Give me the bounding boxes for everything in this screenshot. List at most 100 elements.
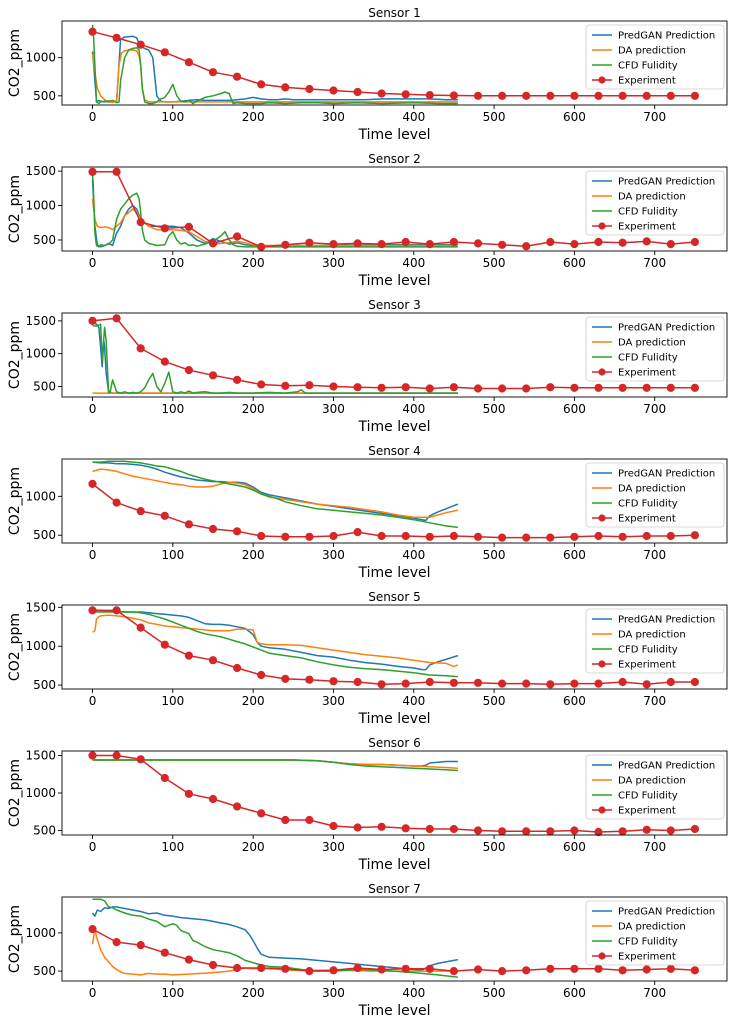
data-point [184,789,193,798]
series-line-3 [92,898,458,978]
legend-box [585,608,725,674]
y-tick-label: 500 [33,964,56,978]
legend-label: CFD Fulidity [618,61,678,72]
data-point [233,963,242,973]
data-point [377,89,386,98]
data-point [329,382,338,391]
x-axis-label: Time level [357,565,430,581]
series-line-2 [92,614,459,668]
data-point [88,27,97,36]
data-point [112,167,121,176]
y-tick-label: 500 [33,528,56,542]
data-point [594,531,603,541]
chart-panel-6: Sensor 6 0 100 200 300 400 500 600 700 500 1000 150… [7,736,728,873]
x-tick-label: 300 [322,402,345,416]
data-point [594,827,603,837]
data-point [425,240,434,249]
legend-marker [598,806,606,814]
data-point [690,966,700,975]
legend-box [585,316,725,382]
x-tick-label: 700 [643,694,666,708]
chart-panel-7: Sensor 7 0 100 200 300 400 500 600 700 500 1000 Tim… [7,882,728,1019]
data-point [184,651,193,660]
data-point [618,383,627,392]
data-point [570,826,579,835]
data-point [160,357,169,366]
x-tick-label: 300 [322,548,345,562]
data-point [401,90,410,99]
data-point [353,823,362,832]
data-point [690,383,700,392]
data-point [425,384,434,393]
x-tick-label: 300 [322,256,345,270]
data-point [522,384,531,393]
x-tick-label: 400 [402,256,425,270]
data-point [112,606,121,615]
legend-label: CFD Fulidity [618,353,678,364]
data-point [281,964,290,973]
y-tick-label: 500 [33,89,56,103]
x-tick-label: 0 [89,402,97,416]
y-tick-label: 1000 [25,639,56,653]
data-point [208,371,218,380]
x-tick-label: 600 [563,548,586,562]
legend-label: PredGAN Prediction [618,323,715,334]
data-point [112,938,121,947]
x-axis-label: Time level [357,857,430,873]
data-point [281,815,290,825]
data-point [112,314,121,323]
data-point [160,48,169,57]
data-point [618,677,627,687]
chart-title: Sensor 3 [368,298,421,312]
data-point [184,955,193,964]
y-tick-label: 1500 [25,749,56,763]
data-point [305,675,314,684]
data-point [233,375,242,384]
series-line-1 [91,179,458,248]
x-tick-label: 400 [402,110,425,124]
legend-marker [598,952,606,960]
data-point [401,964,410,973]
data-point [305,238,314,247]
x-tick-label: 500 [483,256,506,270]
data-point [88,167,97,176]
data-point [473,532,483,541]
x-axis-label: Time level [357,273,430,289]
data-point [594,383,603,392]
x-tick-label: 0 [89,548,97,562]
data-point [88,925,97,934]
data-point [425,677,434,687]
legend-label: DA prediction [618,46,686,57]
data-point [618,966,627,975]
legend-label: DA prediction [618,192,686,203]
plot-frame [61,20,728,106]
data-point [136,344,145,353]
data-point [353,383,362,392]
data-point [184,58,193,67]
data-point [233,527,242,536]
x-tick-label: 0 [89,840,97,854]
x-tick-label: 600 [563,694,586,708]
x-tick-label: 200 [242,256,265,270]
plot-frame [61,604,728,690]
x-tick-label: 300 [322,840,345,854]
x-tick-label: 500 [483,402,506,416]
data-point [642,383,651,392]
data-point [208,960,218,970]
data-point [449,678,458,687]
data-point [401,679,410,688]
plot-frame [61,312,728,398]
x-tick-label: 700 [643,986,666,1000]
data-point [112,751,121,760]
data-point [570,964,579,973]
data-point [184,520,193,529]
x-tick-label: 500 [483,110,506,124]
data-point [546,383,555,392]
y-axis-label: CO2_ppm [7,29,23,97]
y-tick-label: 1000 [25,926,56,940]
data-point [88,316,97,325]
data-point [329,240,338,249]
data-point [546,827,555,836]
legend-label: CFD Fulidity [618,207,678,218]
